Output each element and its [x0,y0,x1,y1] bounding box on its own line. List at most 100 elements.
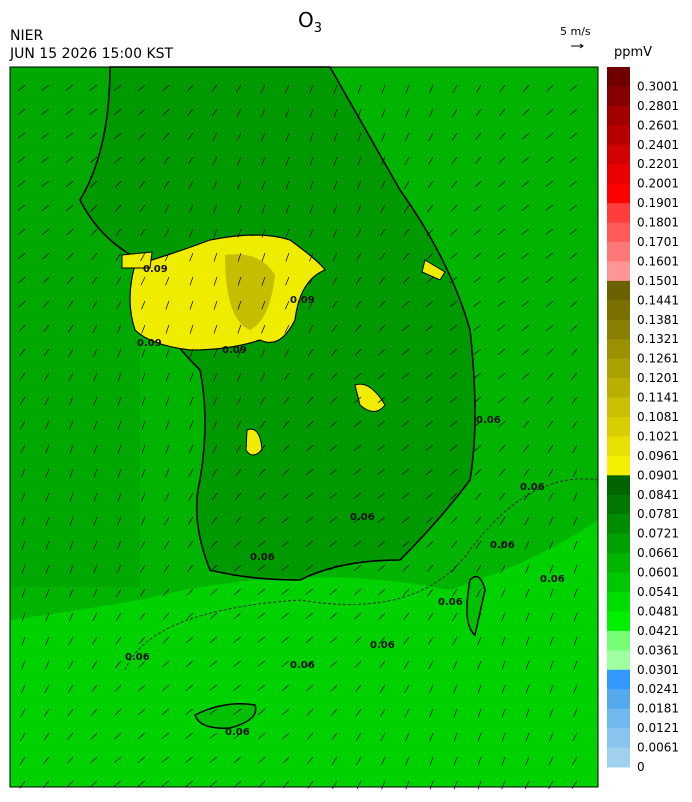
wind-arrow [90,732,98,740]
wind-arrow [69,516,74,526]
wind-arrow [21,564,26,574]
wind-arrow [378,588,386,596]
wind-arrow [309,108,314,118]
wind-arrow [20,732,26,741]
colorbar-label: 0.1801 [637,216,679,230]
wind-arrow [379,276,386,285]
wind-arrow [452,612,458,621]
colorbar-label: 0.0121 [637,721,679,735]
wind-arrow [524,540,530,550]
wind-arrow [260,372,266,382]
wind-arrow [549,684,554,694]
wind-arrow [524,516,530,526]
wind-arrow [357,132,362,142]
wind-arrow [451,156,458,165]
wind-arrow [306,396,314,405]
wind-arrow [452,660,458,670]
wind-arrow [449,348,458,355]
wind-arrow [573,564,578,574]
wind-arrow [93,372,98,382]
wind-arrow [474,444,482,452]
wind-arrow [330,420,338,428]
wind-arrow [380,204,386,214]
wind-arrow [41,84,50,91]
wind-arrow [308,324,314,333]
wind-arrow [212,420,218,430]
wind-arrow [115,252,122,261]
wind-arrow [209,636,218,643]
wind-arrow [165,324,170,334]
wind-arrow [21,540,26,550]
wind-arrow [163,540,170,549]
wind-arrow [233,588,242,596]
wind-arrow [305,492,314,499]
wind-arrow [187,564,194,573]
wind-arrow [237,348,242,358]
colorbar-segment [607,708,630,729]
wind-arrow [93,540,98,550]
wind-arrow [521,324,530,331]
wind-arrow [89,108,98,115]
wind-arrow [426,276,434,284]
wind-arrow [21,588,26,598]
wind-arrow [285,132,290,142]
colorbar-segment [607,689,630,710]
wind-arrow [329,540,338,547]
colorbar-segment [607,86,630,107]
wind-arrow [261,132,266,142]
wind-arrow [329,468,338,475]
map: 0.09 0.09 0.09 0.09 0.06 0.06 0.06 0.06 0.06 0.06… [9,66,599,790]
colorbar-segment [607,280,630,301]
wind-arrow [211,516,218,525]
wind-arrow [548,780,554,790]
wind-arrow [45,564,50,574]
wind-arrow [233,684,242,691]
wind-arrow [91,252,98,261]
contour-label: 0.09 [222,345,247,356]
wind-arrow [474,180,482,188]
wind-arrow [449,444,458,452]
wind-arrow [189,348,194,358]
wind-arrow [405,108,410,118]
wind-arrow [498,180,506,188]
wind-arrow [21,660,26,670]
colorbar-segment [607,378,630,399]
colorbar-label: 0.0541 [637,585,679,599]
wind-arrow [186,588,194,596]
wind-arrow [282,732,290,740]
colorbar-label: 0.1141 [637,391,679,405]
wind-arrow [19,348,26,357]
wind-arrow [21,612,26,622]
contour-label: 0.06 [250,552,275,563]
wind-arrow [117,372,122,382]
wind-arrow [43,324,50,333]
wind-arrow [429,732,434,742]
wind-arrow [545,180,554,187]
wind-arrow [306,732,314,741]
colorbar-label: 0.1701 [637,235,679,249]
wind-arrow [19,756,26,765]
wind-arrow [381,108,386,118]
wind-arrow [546,396,554,405]
wind-arrow [185,684,194,691]
wind-arrow [261,228,266,238]
wind-arrow [185,756,194,763]
wind-arrow [117,516,122,526]
wind-arrow [547,420,554,429]
wind-arrow [453,708,458,718]
wind-arrow [44,684,50,694]
wind-arrow [474,156,482,165]
colorbar-segment [607,300,630,321]
wind-arrow [21,636,26,646]
wind-arrow [426,564,434,573]
wind-arrow [189,396,194,406]
wind-arrow [17,84,26,92]
wind-arrow [477,708,482,718]
wind-arrow [141,492,146,502]
wind-arrow [453,684,458,694]
colorbar-label: 0.2001 [637,177,679,191]
wind-arrow [425,300,434,308]
wind-arrow [188,468,194,478]
wind-arrow [258,756,266,764]
